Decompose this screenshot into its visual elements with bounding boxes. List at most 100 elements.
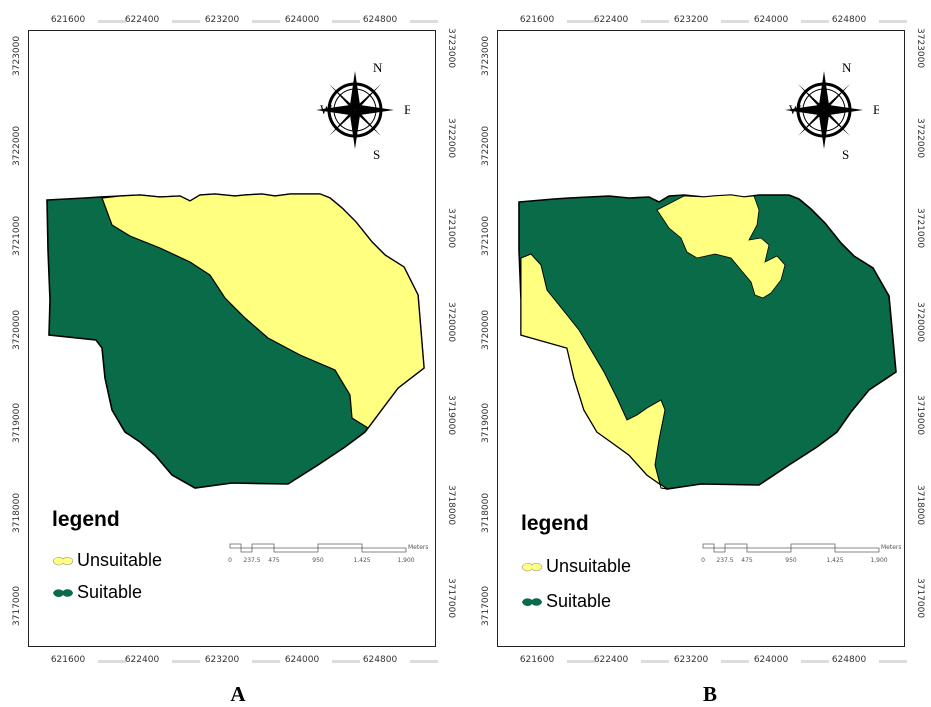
x-tick-label: 621600 <box>519 15 555 25</box>
scale-segment <box>746 547 792 553</box>
tick-bar <box>801 20 829 23</box>
scale-unit: Meters <box>408 544 428 551</box>
map-panel-a: N S W E legend Unsuitable Suitable 0 237.… <box>0 0 462 706</box>
tick-bar <box>332 20 360 23</box>
legend-item-suitable: Suitable <box>521 591 611 612</box>
x-tick-label: 624000 <box>284 15 320 25</box>
suitable-swatch-icon <box>522 597 542 606</box>
north-arrow-icon: N S W E <box>769 55 881 165</box>
tick-bar <box>172 660 200 663</box>
scale-segment <box>724 543 748 549</box>
x-tick-label: 623200 <box>673 655 709 665</box>
y-tick-label: 3717000 <box>446 578 456 619</box>
north-arrow-icon: N S W E <box>300 55 412 165</box>
tick-bar <box>879 20 907 23</box>
y-tick-label: 3723000 <box>12 35 22 76</box>
y-tick-label: 3720000 <box>481 309 491 350</box>
legend-item-unsuitable: Unsuitable <box>52 550 162 571</box>
y-tick-label: 3718000 <box>481 492 491 533</box>
x-tick-label: 621600 <box>50 15 86 25</box>
x-tick-label: 621600 <box>519 655 555 665</box>
svg-text:N: N <box>842 60 852 75</box>
scale-label: 1,425 <box>353 557 370 564</box>
svg-text:E: E <box>873 102 879 117</box>
y-tick-label: 3723000 <box>446 28 456 69</box>
unsuitable-swatch-icon <box>52 556 74 565</box>
x-tick-label: 624800 <box>831 655 867 665</box>
y-tick-label: 3719000 <box>12 402 22 443</box>
unsuitable-swatch-icon <box>521 562 543 571</box>
svg-text:W: W <box>789 102 802 117</box>
x-tick-label: 623200 <box>673 15 709 25</box>
y-tick-label: 3719000 <box>446 395 456 436</box>
y-tick-label: 3723000 <box>915 28 925 69</box>
y-tick-label: 3718000 <box>915 485 925 526</box>
y-tick-label: 3717000 <box>481 585 491 626</box>
y-tick-label: 3719000 <box>481 402 491 443</box>
scale-label: 475 <box>741 557 753 564</box>
tick-bar <box>641 660 669 663</box>
legend-item-unsuitable: Unsuitable <box>521 556 631 577</box>
svg-text:N: N <box>373 60 383 75</box>
svg-text:S: S <box>842 147 849 162</box>
unsuitable-zone <box>101 193 425 429</box>
scale-segment <box>229 543 242 549</box>
legend-title: legend <box>52 508 120 531</box>
tick-bar <box>721 20 749 23</box>
x-tick-label: 622400 <box>593 15 629 25</box>
scale-bar-graphic: 0 237.5 475 950 1,425 1,900 Meters <box>228 543 429 564</box>
tick-bar <box>332 660 360 663</box>
legend-label: Unsuitable <box>546 556 632 576</box>
scale-label: 237.5 <box>716 557 733 564</box>
x-tick-label: 624000 <box>753 15 789 25</box>
y-tick-label: 3717000 <box>12 585 22 626</box>
tick-bar <box>252 20 280 23</box>
y-tick-label: 3720000 <box>915 302 925 343</box>
tick-bar <box>641 20 669 23</box>
x-tick-label: 624800 <box>362 15 398 25</box>
legend-title: legend <box>521 512 589 535</box>
tick-bar <box>567 660 595 663</box>
panel-label: B <box>702 682 718 706</box>
scale-bar: 0 237.5 475 950 1,425 1,900 Meters <box>228 542 429 566</box>
svg-text:S: S <box>373 147 380 162</box>
scale-label: 1,425 <box>826 557 843 564</box>
x-tick-label: 621600 <box>50 655 86 665</box>
x-tick-label: 624800 <box>831 15 867 25</box>
y-tick-label: 3721000 <box>12 215 22 256</box>
scale-unit: Meters <box>881 544 901 551</box>
tick-bar <box>721 660 749 663</box>
y-tick-label: 3723000 <box>481 35 491 76</box>
y-tick-label: 3722000 <box>12 125 22 166</box>
study-area-map <box>46 193 425 489</box>
y-tick-label: 3722000 <box>481 125 491 166</box>
y-tick-label: 3720000 <box>12 309 22 350</box>
y-tick-label: 3722000 <box>915 118 925 159</box>
x-tick-label: 622400 <box>124 15 160 25</box>
scale-segment <box>317 543 363 549</box>
scale-label: 0 <box>228 557 232 564</box>
study-area-map <box>518 194 897 490</box>
scale-segment <box>361 547 407 553</box>
tick-bar <box>252 660 280 663</box>
x-tick-label: 624800 <box>362 655 398 665</box>
y-tick-label: 3718000 <box>12 492 22 533</box>
x-tick-label: 624000 <box>284 655 320 665</box>
scale-bar: 0 237.5 475 950 1,425 1,900 Meters <box>701 542 902 566</box>
scale-segment <box>251 543 275 549</box>
svg-text:E: E <box>404 102 410 117</box>
y-tick-label: 3720000 <box>446 302 456 343</box>
y-tick-label: 3719000 <box>915 395 925 436</box>
suitable-swatch-icon <box>53 588 73 597</box>
legend-item-suitable: Suitable <box>52 582 142 603</box>
map-panel-b: N S W E legend Unsuitable Suitable 0 237.… <box>469 0 931 706</box>
y-tick-label: 3721000 <box>446 208 456 249</box>
y-tick-label: 3721000 <box>915 208 925 249</box>
x-tick-label: 624000 <box>753 655 789 665</box>
scale-label: 950 <box>785 557 797 564</box>
tick-bar <box>801 660 829 663</box>
legend-label: Suitable <box>546 591 612 611</box>
scale-label: 1,900 <box>397 557 414 564</box>
unsuitable-zone-west <box>520 253 668 490</box>
scale-segment <box>273 547 319 553</box>
